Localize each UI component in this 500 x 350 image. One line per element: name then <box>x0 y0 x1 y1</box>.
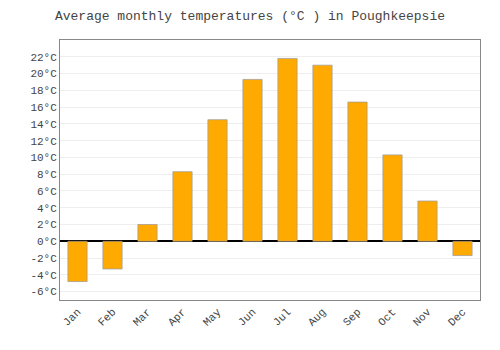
svg-text:18°C: 18°C <box>30 85 57 97</box>
svg-text:Aug: Aug <box>306 306 328 328</box>
svg-text:Oct: Oct <box>376 306 398 328</box>
svg-text:Dec: Dec <box>446 306 468 328</box>
svg-text:6°C: 6°C <box>37 186 57 198</box>
svg-text:8°C: 8°C <box>37 169 57 181</box>
svg-text:Feb: Feb <box>96 306 118 328</box>
svg-text:Apr: Apr <box>166 306 188 328</box>
svg-text:Jan: Jan <box>61 306 83 328</box>
svg-text:Average monthly temperatures (: Average monthly temperatures (°C ) in Po… <box>55 9 445 24</box>
svg-text:-4°C: -4°C <box>30 270 57 282</box>
svg-text:-6°C: -6°C <box>30 286 57 298</box>
svg-text:14°C: 14°C <box>30 119 57 131</box>
svg-text:Jun: Jun <box>236 306 258 328</box>
svg-text:May: May <box>201 306 224 329</box>
svg-text:10°C: 10°C <box>30 152 57 164</box>
svg-text:-2°C: -2°C <box>30 253 57 265</box>
svg-text:Jul: Jul <box>271 306 293 328</box>
svg-text:22°C: 22°C <box>30 52 57 64</box>
svg-text:2°C: 2°C <box>37 219 57 231</box>
svg-text:0°C: 0°C <box>37 236 57 248</box>
svg-text:16°C: 16°C <box>30 102 57 114</box>
svg-text:Nov: Nov <box>411 306 434 329</box>
svg-text:Mar: Mar <box>131 306 153 328</box>
svg-text:4°C: 4°C <box>37 203 57 215</box>
svg-text:20°C: 20°C <box>30 68 57 80</box>
svg-text:Sep: Sep <box>341 306 363 328</box>
svg-text:12°C: 12°C <box>30 136 57 148</box>
